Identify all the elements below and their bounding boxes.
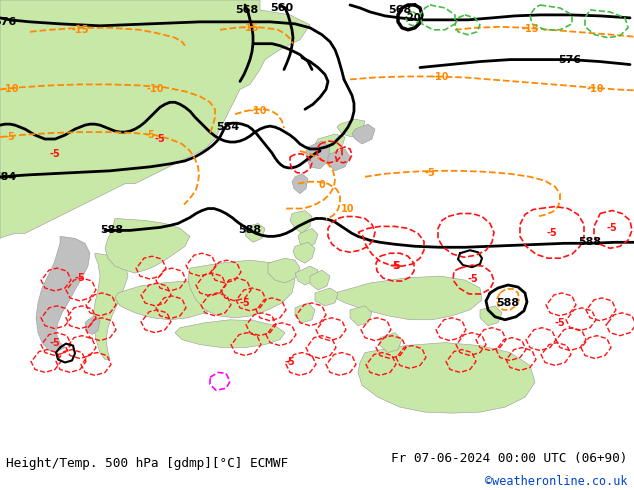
Polygon shape: [188, 260, 295, 318]
Text: -10: -10: [1, 84, 19, 95]
Polygon shape: [0, 0, 310, 238]
Polygon shape: [290, 211, 312, 233]
Text: -5: -5: [555, 318, 566, 328]
Text: 10: 10: [341, 203, 355, 214]
Text: Fr 07-06-2024 00:00 UTC (06+90): Fr 07-06-2024 00:00 UTC (06+90): [391, 452, 628, 466]
Text: -5: -5: [547, 228, 557, 238]
Text: -10: -10: [431, 73, 449, 82]
Text: -5: -5: [145, 130, 155, 140]
Text: -5: -5: [425, 168, 436, 178]
Polygon shape: [310, 270, 330, 290]
Polygon shape: [115, 281, 225, 320]
Text: 576: 576: [0, 17, 16, 27]
Polygon shape: [335, 276, 482, 320]
Polygon shape: [315, 288, 338, 306]
Polygon shape: [337, 119, 365, 137]
Polygon shape: [328, 149, 350, 171]
Text: -5: -5: [285, 358, 295, 368]
Polygon shape: [298, 228, 318, 248]
Text: -10: -10: [249, 106, 267, 116]
Polygon shape: [315, 134, 345, 154]
Polygon shape: [245, 223, 265, 243]
Text: -5: -5: [49, 338, 60, 347]
Text: Height/Temp. 500 hPa [gdmp][°C] ECMWF: Height/Temp. 500 hPa [gdmp][°C] ECMWF: [6, 457, 288, 470]
Polygon shape: [480, 306, 502, 326]
Text: 584: 584: [0, 172, 16, 182]
Text: 588: 588: [238, 225, 262, 235]
Text: -5: -5: [49, 149, 60, 159]
Text: 568: 568: [389, 5, 411, 15]
Text: -15: -15: [71, 25, 89, 35]
Text: -20: -20: [403, 13, 421, 23]
Text: -5: -5: [607, 223, 618, 233]
Polygon shape: [380, 333, 402, 352]
Text: -5: -5: [468, 274, 479, 284]
Polygon shape: [293, 243, 315, 263]
Polygon shape: [292, 174, 308, 194]
Text: -5: -5: [240, 298, 250, 308]
Text: 568: 568: [235, 5, 259, 15]
Text: -10: -10: [146, 84, 164, 95]
Text: -5: -5: [390, 261, 401, 271]
Text: -15: -15: [521, 24, 539, 34]
Text: -5: -5: [75, 273, 86, 283]
Text: -15: -15: [242, 23, 259, 33]
Polygon shape: [36, 236, 90, 352]
Polygon shape: [295, 303, 315, 323]
Text: 588: 588: [578, 237, 602, 247]
Polygon shape: [85, 316, 100, 335]
Text: -10: -10: [586, 84, 604, 95]
Polygon shape: [105, 219, 190, 273]
Polygon shape: [352, 124, 375, 144]
Polygon shape: [93, 253, 128, 360]
Polygon shape: [268, 258, 300, 283]
Polygon shape: [350, 306, 372, 326]
Text: -5: -5: [391, 261, 401, 271]
Polygon shape: [175, 320, 285, 347]
Polygon shape: [358, 343, 535, 413]
Text: 584: 584: [216, 122, 240, 132]
Text: -5: -5: [4, 132, 15, 142]
Text: ©weatheronline.co.uk: ©weatheronline.co.uk: [485, 475, 628, 488]
Text: 588: 588: [100, 225, 124, 235]
Polygon shape: [306, 141, 330, 169]
Text: 576: 576: [559, 54, 581, 65]
Text: 560: 560: [271, 3, 294, 13]
Text: -5: -5: [155, 134, 165, 144]
Polygon shape: [295, 266, 318, 285]
Text: 0: 0: [319, 180, 325, 190]
Text: 588: 588: [496, 298, 519, 308]
